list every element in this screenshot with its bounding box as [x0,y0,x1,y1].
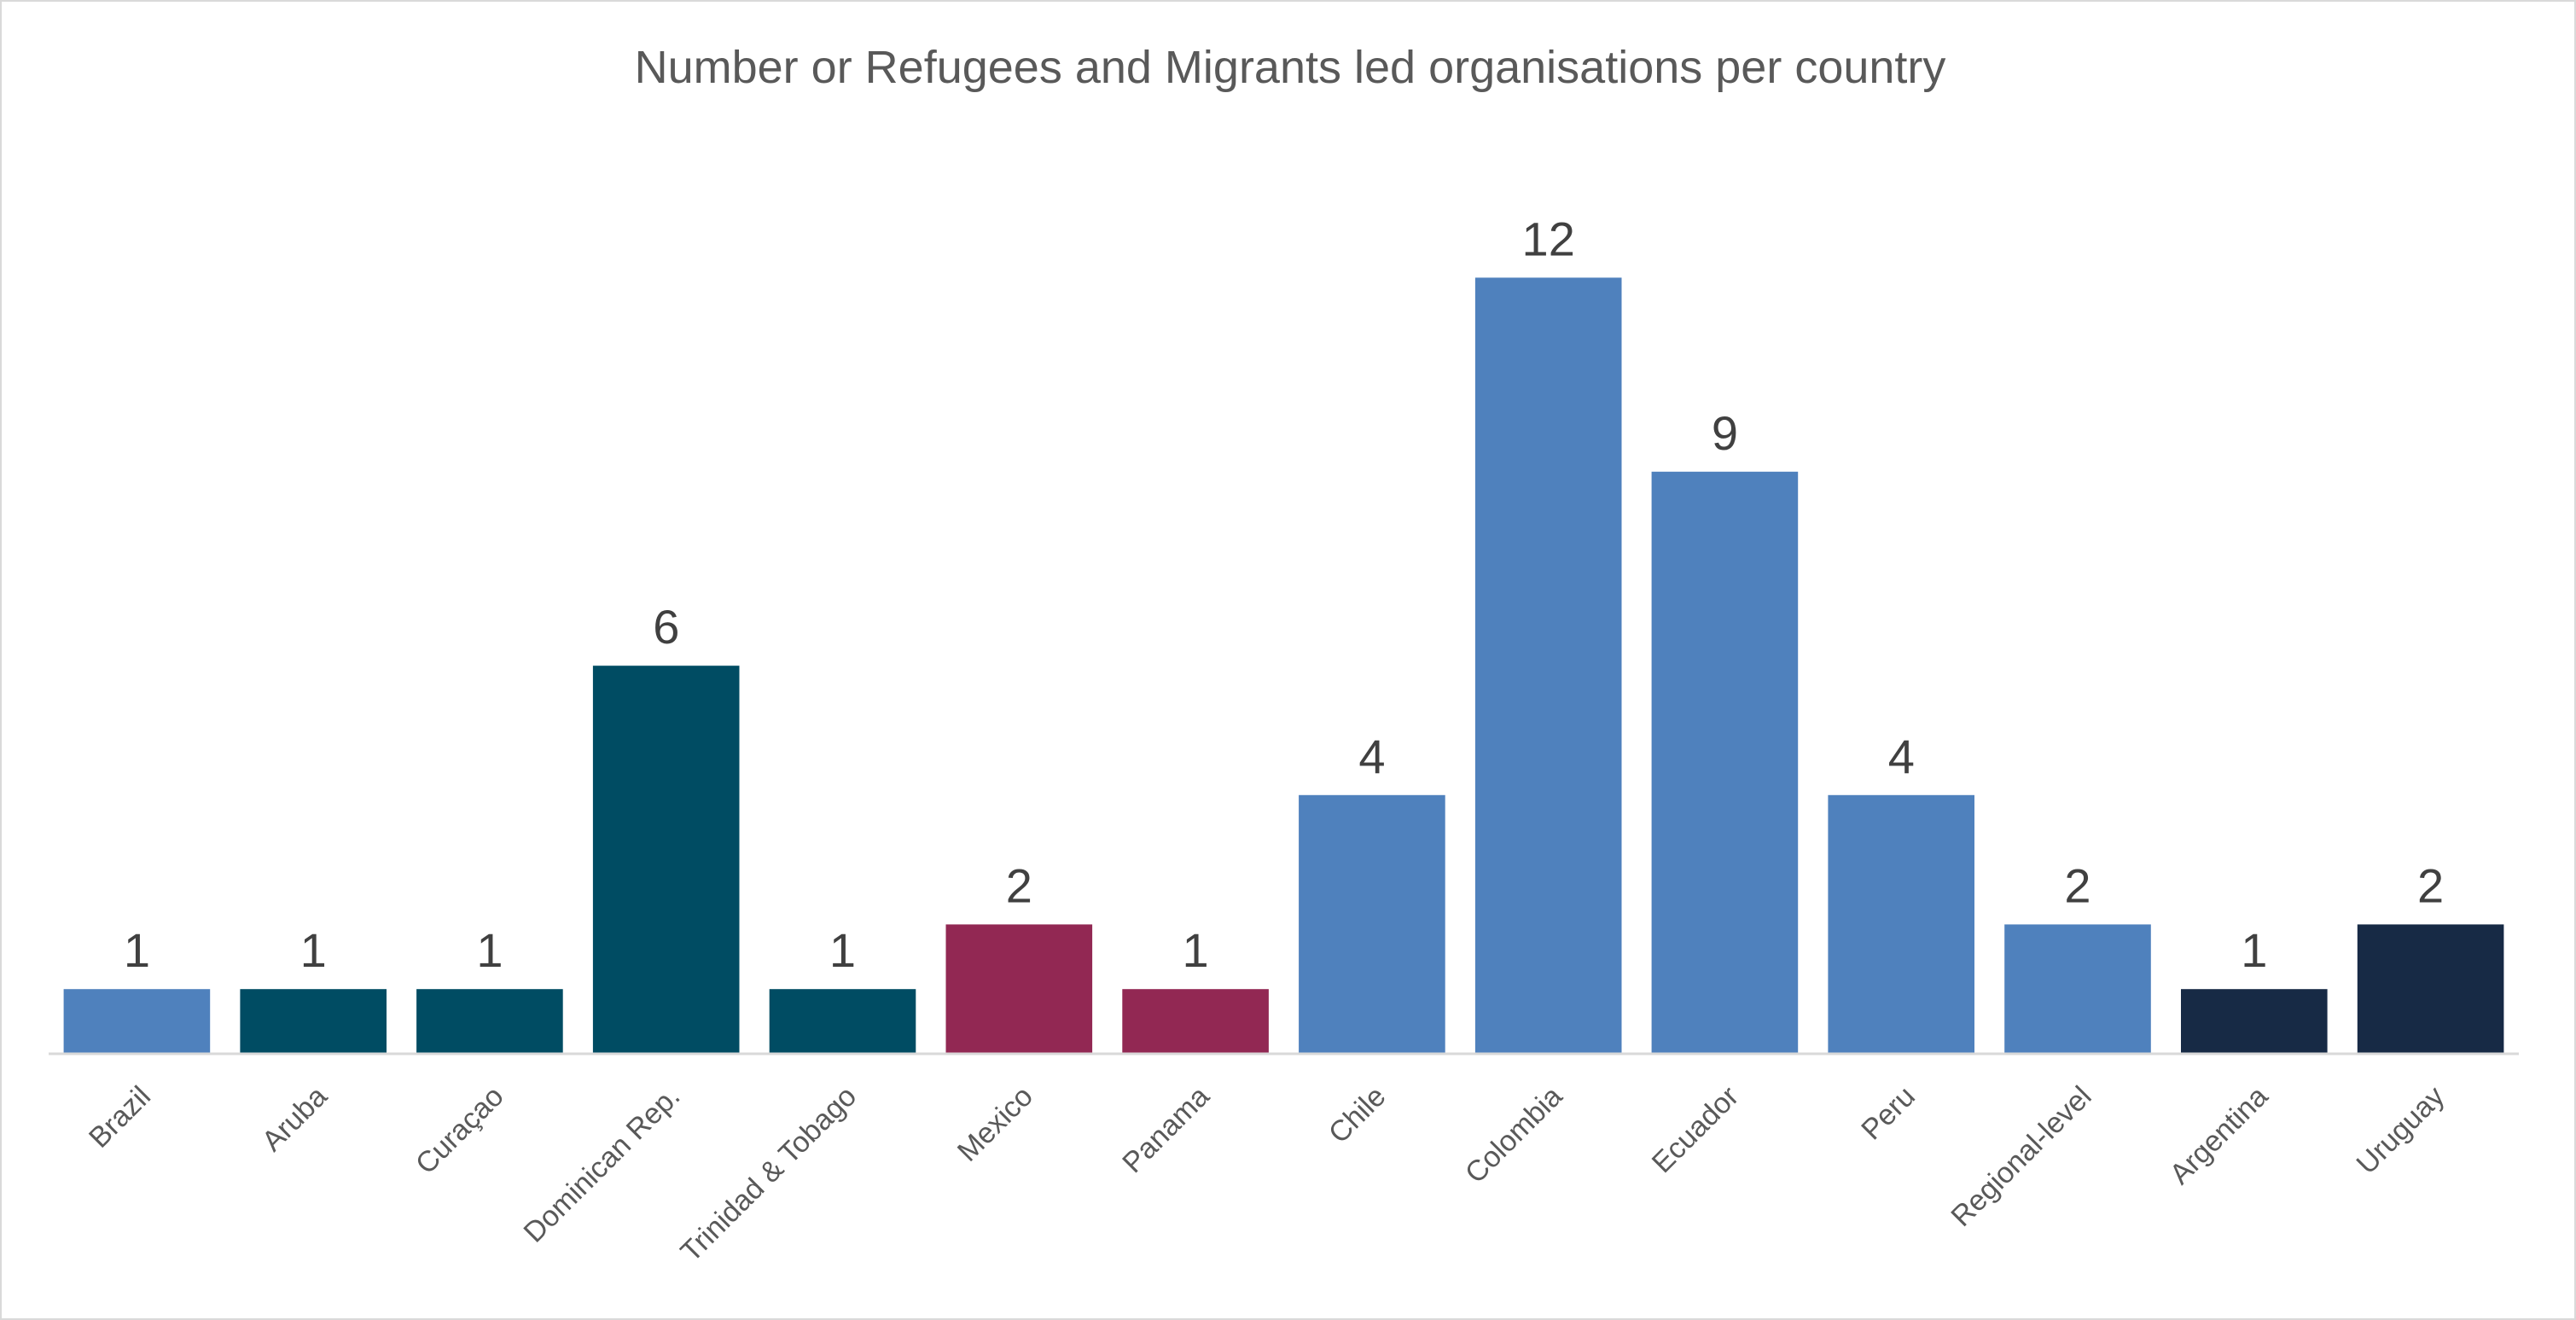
data-label-ecuador: 9 [1712,406,1738,460]
bar-regional-level [2004,924,2151,1054]
x-tick-label-cura-ao: Curaçao [410,1080,510,1181]
data-label-peru: 4 [1888,730,1915,783]
bar-panama [1122,989,1269,1054]
x-tick-label-colombia: Colombia [1459,1080,1568,1189]
data-label-trinidad-tobago: 1 [829,923,856,977]
x-tick-label-trinidad-tobago: Trinidad & Tobago [674,1080,863,1269]
data-label-cura-ao: 1 [476,923,503,977]
x-tick-label-dominican-rep: Dominican Rep. [518,1080,687,1249]
data-label-chile: 4 [1358,730,1385,783]
bar-uruguay [2357,924,2504,1054]
x-axis-tick-labels: Brazil Aruba Curaçao Dominican Rep.Trinidad… [83,1080,2451,1269]
data-label-brazil: 1 [124,923,150,977]
bar-cura-ao [416,989,563,1054]
data-label-argentina: 1 [2241,923,2267,977]
bar-trinidad-tobago [769,989,916,1054]
bar-chile [1299,794,1445,1054]
bars-layer [63,277,2504,1054]
data-label-uruguay: 2 [2417,858,2444,912]
data-label-dominican-rep: 6 [653,600,679,654]
x-tick-label-panama: Panama [1116,1080,1215,1179]
bar-ecuador [1651,471,1799,1054]
x-tick-label-aruba: Aruba [256,1080,334,1158]
bar-colombia [1474,277,1622,1054]
bar-peru [1828,794,1974,1054]
data-label-colombia: 12 [1522,212,1575,265]
x-tick-label-brazil: Brazil [83,1080,157,1154]
data-label-regional-level: 2 [2064,858,2090,912]
data-label-panama: 1 [1183,923,1209,977]
bar-dominican-rep [592,666,740,1054]
data-label-aruba: 1 [300,923,327,977]
x-tick-label-uruguay: Uruguay [2351,1080,2451,1181]
data-label-mexico: 2 [1006,858,1032,912]
bar-argentina [2181,989,2328,1054]
x-tick-label-chile: Chile [1323,1080,1393,1150]
x-tick-label-peru: Peru [1855,1080,1922,1147]
x-tick-label-mexico: Mexico [951,1080,1039,1168]
x-tick-label-regional-level: Regional-level [1945,1080,2097,1233]
bar-mexico [945,924,1093,1054]
x-tick-label-argentina: Argentina [2164,1080,2275,1191]
chart-title: Number or Refugees and Migrants led orga… [635,42,1946,93]
bar-brazil [63,989,211,1054]
bar-aruba [240,989,387,1054]
x-tick-label-ecuador: Ecuador [1646,1080,1745,1179]
